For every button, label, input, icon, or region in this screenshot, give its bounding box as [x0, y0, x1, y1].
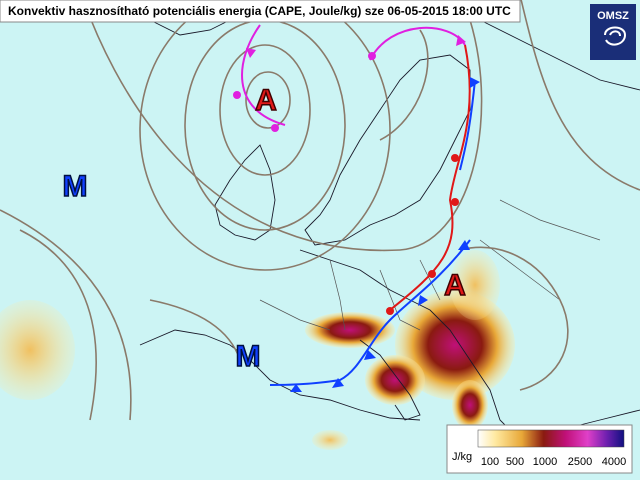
low-pressure-label: M [63, 170, 88, 203]
legend-unit: J/kg [452, 451, 472, 463]
legend-tick: 1000 [533, 456, 557, 468]
low-pressure-label: M [236, 340, 261, 373]
legend-tick: 500 [506, 456, 524, 468]
high-pressure-label: A [444, 269, 466, 302]
logo-swirl [604, 26, 627, 46]
map-title: Konvektiv hasznosítható potenciális ener… [8, 4, 511, 18]
cape-field [0, 250, 515, 450]
title-box [0, 0, 521, 23]
legend-tick: 2500 [568, 456, 592, 468]
high-pressure-label: A [255, 84, 277, 117]
legend-tick: 4000 [602, 456, 626, 468]
legend-tick: 100 [481, 456, 499, 468]
logo-text: OMSZ [597, 10, 629, 22]
fronts [233, 24, 480, 392]
color-scale [477, 429, 625, 448]
isobars [0, 0, 640, 421]
